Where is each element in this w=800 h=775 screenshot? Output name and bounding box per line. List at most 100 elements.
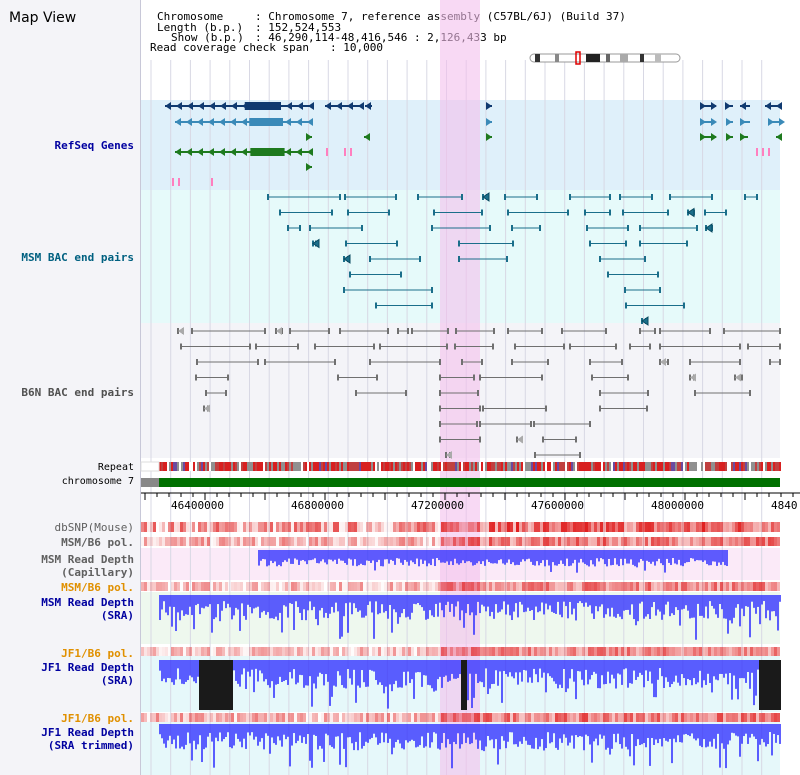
msm-b6-pol-cell [303, 537, 306, 546]
msm-sra-depth-bar [321, 595, 323, 608]
track-label-jf1-depth-sra[interactable]: JF1 Read Depth (SRA) [41, 661, 134, 687]
jf1-trimmed-depth-bar [427, 724, 429, 733]
msm-b6-pol2-cell [750, 582, 753, 591]
msm-bac-arrow [705, 223, 713, 233]
msm-b6-pol-cell [747, 537, 750, 546]
msm-b6-pol-cell [243, 537, 246, 546]
track-label-b6n-bac[interactable]: B6N BAC end pairs [21, 386, 134, 399]
msm-sra-depth-bar [577, 595, 579, 604]
msm-sra-depth-bar [335, 595, 337, 603]
dbsnp-cell [723, 522, 726, 532]
jf1-trimmed-depth-bar [597, 724, 599, 746]
jf1-trimmed-depth-bar [535, 724, 537, 738]
jf1-trimmed-depth-bar [575, 724, 577, 736]
b6n-bac-pair-end [439, 390, 441, 396]
msm-sra-depth-bar [709, 595, 711, 602]
jf1-trimmed-depth-bar [315, 724, 317, 736]
track-label-msm-depth-sra[interactable]: MSM Read Depth (SRA) [41, 596, 134, 622]
msm-sra-depth-bar [401, 595, 403, 614]
jf1-trimmed-depth-bar [557, 724, 559, 750]
msm-b6-pol-cell [522, 537, 525, 546]
repeat-block [705, 462, 707, 471]
jf1-b6-pol2-cell [600, 713, 603, 722]
jf1-b6-pol-cell [267, 647, 270, 656]
msm-sra-depth-bar [573, 595, 575, 609]
repeat-block [163, 462, 165, 471]
msm-b6-pol-cell [225, 537, 228, 546]
msm-capillary-depth-bar [414, 550, 416, 565]
msm-sra-depth-bar [311, 595, 313, 611]
jf1-trimmed-depth-bar [359, 724, 361, 733]
jf1-trimmed-depth-bar [445, 724, 447, 748]
jf1-sra-depth-bar [641, 660, 643, 675]
repeat-block [729, 462, 731, 471]
msm-sra-depth-bar [343, 595, 345, 617]
track-label-msm-bac[interactable]: MSM BAC end pairs [21, 251, 134, 264]
msm-b6-pol2-cell [756, 582, 759, 591]
jf1-b6-pol-cell [210, 647, 213, 656]
jf1-sra-depth-bar [515, 660, 517, 673]
track-label-jf1-b6-pol-1[interactable]: JF1/B6 pol. [61, 647, 134, 660]
msm-sra-depth-bar [441, 595, 443, 611]
chromosome-gap [141, 478, 159, 487]
jf1-sra-depth-bar [453, 660, 455, 679]
msm-capillary-depth-bar [374, 550, 376, 571]
jf1-trimmed-depth-bar [387, 724, 389, 743]
track-label-dbsnp[interactable]: dbSNP(Mouse) [54, 521, 134, 534]
msm-capillary-depth-bar [396, 550, 398, 559]
track-label-refseq[interactable]: RefSeq Genes [54, 139, 134, 152]
msm-b6-pol-cell [369, 537, 372, 546]
msm-capillary-depth-bar [318, 550, 320, 564]
msm-capillary-depth-bar [504, 550, 506, 565]
jf1-b6-pol-cell [714, 647, 717, 656]
track-label-jf1-depth-trimmed[interactable]: JF1 Read Depth (SRA trimmed) [41, 726, 134, 752]
repeat-block [255, 462, 257, 471]
msm-b6-pol-cell [423, 537, 426, 546]
msm-b6-pol2-cell [492, 582, 495, 591]
jf1-trimmed-depth-bar [559, 724, 561, 739]
jf1-b6-pol2-cell [294, 713, 297, 722]
msm-b6-pol2-cell [540, 582, 543, 591]
msm-sra-depth-bar [667, 595, 669, 602]
jf1-b6-pol2-cell [183, 713, 186, 722]
b6n-bac-pair-end [264, 359, 266, 365]
msm-sra-depth-bar [261, 595, 263, 613]
msm-b6-pol2-cell [723, 582, 726, 591]
b6n-bac-pair-end [255, 343, 257, 350]
track-label-msm-b6-pol-1[interactable]: MSM/B6 pol. [61, 536, 134, 549]
jf1-sra-depth-bar [247, 660, 249, 672]
track-label-jf1-b6-pol-2[interactable]: JF1/B6 pol. [61, 712, 134, 725]
gene-arrow [297, 102, 303, 110]
gene-arrow [198, 102, 204, 110]
msm-b6-pol-cell [639, 537, 642, 546]
b6n-bac-pair-end [507, 328, 509, 334]
gene-arrow [765, 102, 771, 110]
msm-sra-depth-bar [525, 595, 527, 612]
repeat-block [535, 462, 537, 471]
dbsnp-cell [765, 522, 768, 532]
msm-sra-depth-bar [621, 595, 623, 620]
msm-b6-pol2-cell [501, 582, 504, 591]
jf1-trimmed-depth-bar [703, 724, 705, 740]
dbsnp-cell [351, 522, 354, 532]
track-label-msm-b6-pol-2[interactable]: MSM/B6 pol. [61, 581, 134, 594]
jf1-trimmed-depth-bar [677, 724, 679, 736]
jf1-trimmed-depth-bar [381, 724, 383, 733]
jf1-trimmed-depth-bar [507, 724, 509, 742]
b6n-bac-pair-end [447, 328, 449, 334]
msm-capillary-depth-bar [676, 550, 678, 565]
dbsnp-cell [222, 522, 225, 532]
jf1-trimmed-depth-bar [193, 724, 195, 741]
jf1-b6-pol-cell [444, 647, 447, 656]
jf1-trimmed-depth-bar [737, 724, 739, 737]
msm-sra-depth-bar [265, 595, 267, 615]
jf1-b6-pol2-cell [579, 713, 582, 722]
msm-b6-pol2-cell [162, 582, 165, 591]
repeat-block [393, 462, 395, 471]
ideogram-band [606, 54, 610, 62]
msm-b6-pol2-cell [399, 582, 402, 591]
jf1-sra-depth-bar [285, 660, 287, 680]
repeat-block [217, 462, 219, 471]
track-label-msm-depth-capillary[interactable]: MSM Read Depth (Capillary) [41, 553, 134, 579]
